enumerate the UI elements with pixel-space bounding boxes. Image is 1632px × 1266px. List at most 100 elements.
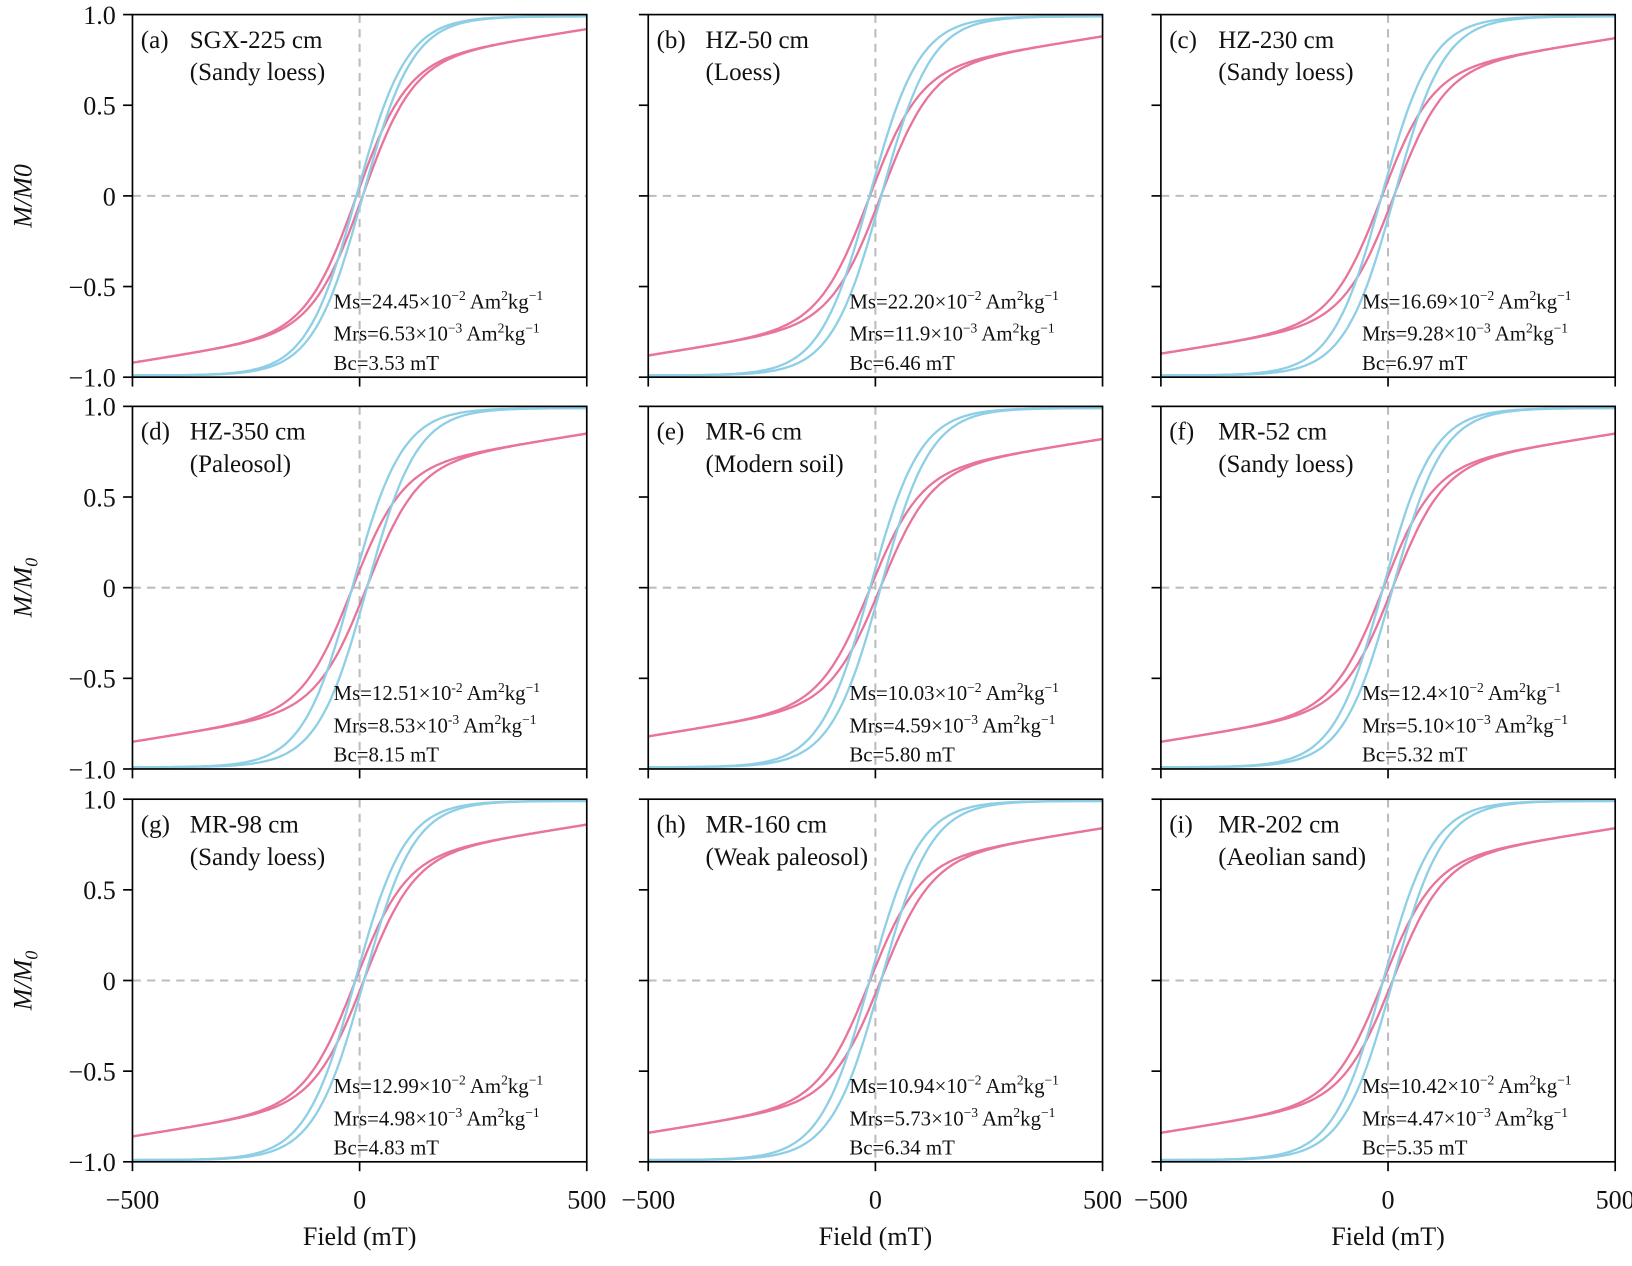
pink-loop-ascending-branch	[1160, 827, 1616, 1134]
panel-label: (c)	[1169, 27, 1197, 54]
y-tick-label: 1.0	[83, 786, 116, 815]
panel-label: (d)	[141, 419, 170, 446]
y-tick-label: 1.0	[83, 393, 116, 422]
ms-annotation: Ms=24.45×10−2 Am2kg−1	[334, 288, 544, 313]
pink-loop-ascending-branch	[648, 35, 1103, 357]
x-axis-label: Field (mT)	[819, 1222, 933, 1251]
mrs-annotation: Mrs=8.53×10-3 Am2kg−1	[334, 712, 537, 737]
x-axis-label: Field (mT)	[1331, 1222, 1445, 1251]
x-axis-label: Field (mT)	[303, 1222, 417, 1251]
panel-label: (a)	[141, 27, 169, 54]
sample-name: MR-202 cm	[1218, 812, 1340, 839]
bc-annotation: Bc=3.53 mT	[334, 351, 440, 375]
pink-loop-ascending-branch	[132, 823, 587, 1138]
pink-loop-ascending-branch	[648, 827, 1103, 1134]
x-tick-label: −500	[1134, 1186, 1188, 1215]
lithology: (Weak paleosol)	[706, 844, 869, 871]
pink-loop-ascending-branch	[1160, 432, 1616, 743]
x-tick-label: −500	[621, 1186, 675, 1215]
mrs-annotation: Mrs=4.98×10−3 Am2kg−1	[334, 1105, 540, 1130]
y-axis-label: M/M0	[8, 164, 37, 229]
blue-loop-ascending-branch	[648, 15, 1103, 377]
blue-loop-ascending-branch	[1160, 15, 1616, 377]
y-tick-label: −0.5	[69, 273, 116, 302]
sample-name: MR-6 cm	[706, 419, 803, 446]
blue-loop-ascending-branch	[132, 407, 587, 769]
ms-annotation: Ms=12.51×10-2 Am2kg−1	[334, 680, 540, 705]
sample-name: SGX-225 cm	[190, 27, 323, 54]
lithology: (Sandy loess)	[1218, 59, 1353, 86]
x-tick-label: 0	[353, 1186, 366, 1215]
ms-annotation: Ms=16.69×10−2 Am2kg−1	[1362, 288, 1572, 313]
y-tick-label: 0	[103, 574, 116, 603]
panel-label: (b)	[657, 27, 686, 54]
bc-annotation: Bc=6.34 mT	[849, 1136, 955, 1160]
pink-loop-ascending-branch	[132, 432, 587, 743]
y-tick-label: −1.0	[69, 364, 116, 393]
lithology: (Sandy loess)	[190, 844, 325, 871]
lithology: (Sandy loess)	[1218, 451, 1353, 478]
y-axis-label: M/M0	[8, 558, 41, 619]
blue-loop-ascending-branch	[648, 406, 1103, 769]
lithology: (Paleosol)	[190, 451, 291, 478]
ms-annotation: Ms=22.20×10−2 Am2kg−1	[849, 288, 1059, 313]
mrs-annotation: Mrs=5.73×10−3 Am2kg−1	[849, 1105, 1055, 1130]
y-axis-label: M/M0	[8, 951, 41, 1012]
panel-label: (i)	[1169, 812, 1193, 839]
pink-loop-ascending-branch	[648, 437, 1103, 738]
mrs-annotation: Mrs=4.59×10−3 Am2kg−1	[849, 712, 1055, 737]
sample-name: HZ-350 cm	[190, 419, 306, 446]
bc-annotation: Bc=4.83 mT	[334, 1136, 440, 1160]
lithology: (Loess)	[706, 59, 781, 86]
panel-f: (f) MR-52 cm (Sandy loess) Ms=12.4×10−2 Am2…	[1151, 405, 1617, 779]
y-tick-label: 1.0	[83, 1, 116, 30]
mrs-annotation: Mrs=9.28×10−3 Am2kg−1	[1362, 320, 1568, 345]
ms-annotation: Ms=10.42×10−2 Am2kg−1	[1362, 1073, 1572, 1098]
y-tick-label: 0	[103, 967, 116, 996]
bc-annotation: Bc=6.46 mT	[849, 351, 955, 375]
y-tick-label: 0	[103, 182, 116, 211]
blue-loop-ascending-branch	[1160, 406, 1616, 769]
bc-annotation: Bc=5.32 mT	[1362, 743, 1468, 767]
y-tick-label: 0.5	[83, 483, 116, 512]
ms-annotation: Ms=12.99×10−2 Am2kg−1	[334, 1073, 544, 1098]
y-tick-label: −1.0	[69, 1148, 116, 1177]
bc-annotation: Bc=5.80 mT	[849, 743, 955, 767]
panel-i: −500 0 500 Field (mT) (i) MR-202 cm (Aeolian s…	[1134, 798, 1632, 1251]
sample-name: HZ-230 cm	[1218, 27, 1334, 54]
y-tick-label: −0.5	[69, 665, 116, 694]
bc-annotation: Bc=8.15 mT	[334, 743, 440, 767]
blue-loop-ascending-branch	[132, 15, 587, 377]
ms-annotation: Ms=12.4×10−2 Am2kg−1	[1362, 680, 1561, 705]
x-tick-label: −500	[106, 1186, 160, 1215]
bc-annotation: Bc=5.35 mT	[1362, 1136, 1468, 1160]
x-tick-label: 0	[1382, 1186, 1395, 1215]
y-tick-label: −0.5	[69, 1058, 116, 1087]
panel-d: 1.0 0.5 0 −0.5 −1.0 M/M0 (d) HZ-350 cm (Paleosol…	[8, 393, 588, 784]
blue-loop-ascending-branch	[648, 799, 1103, 1162]
panel-e: (e) MR-6 cm (Modern soil) Ms=10.03×10−2 Am2…	[638, 405, 1104, 779]
panel-a: 1.0 0.5 0 −0.5 −1.0 M/M0 (a) SGX-225 cm (Sandy l…	[8, 1, 588, 393]
lithology: (Modern soil)	[706, 451, 844, 478]
panel-h: −500 0 500 Field (mT) (h) MR-160 cm (Weak pale…	[621, 798, 1122, 1251]
x-tick-label: 500	[567, 1186, 606, 1215]
y-tick-label: 0.5	[83, 92, 116, 121]
x-tick-label: 0	[869, 1186, 882, 1215]
ms-annotation: Ms=10.03×10−2 Am2kg−1	[849, 680, 1059, 705]
bc-annotation: Bc=6.97 mT	[1362, 351, 1468, 375]
panel-g: 1.0 0.5 0 −0.5 −1.0 −500 0 500 Field (mT) M/M0 (g)…	[8, 786, 606, 1252]
panel-label: (e)	[657, 419, 685, 446]
x-tick-label: 500	[1083, 1186, 1122, 1215]
blue-loop-ascending-branch	[132, 799, 587, 1162]
mrs-annotation: Mrs=5.10×10−3 Am2kg−1	[1362, 712, 1568, 737]
pink-loop-ascending-branch	[1160, 37, 1616, 355]
mrs-annotation: Mrs=6.53×10−3 Am2kg−1	[334, 320, 540, 345]
panel-label: (g)	[141, 812, 170, 839]
lithology: (Aeolian sand)	[1218, 844, 1366, 871]
x-tick-label: 500	[1596, 1186, 1632, 1215]
panel-label: (h)	[657, 812, 686, 839]
ms-annotation: Ms=10.94×10−2 Am2kg−1	[849, 1073, 1059, 1098]
sample-name: MR-52 cm	[1218, 419, 1328, 446]
mrs-annotation: Mrs=4.47×10−3 Am2kg−1	[1362, 1105, 1568, 1130]
